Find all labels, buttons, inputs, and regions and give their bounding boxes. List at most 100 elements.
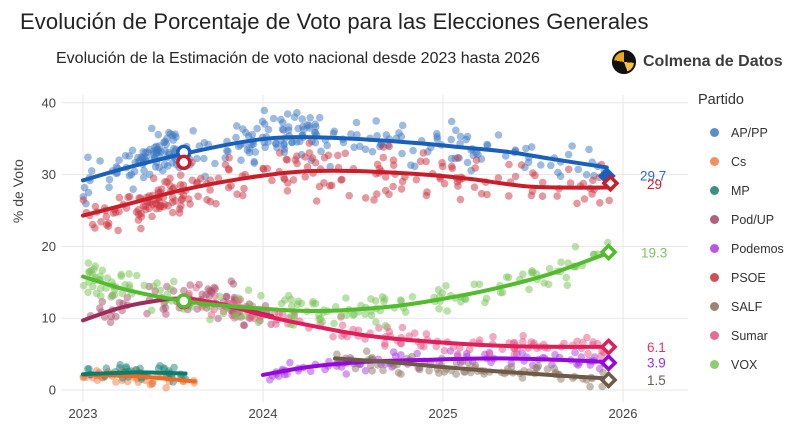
poll-point-AP/PP[interactable] <box>350 143 358 152</box>
poll-point-PSOE[interactable] <box>225 154 233 162</box>
poll-point-PSOE[interactable] <box>456 195 465 204</box>
poll-point-Pod/UP[interactable] <box>198 290 206 299</box>
poll-point-AP/PP[interactable] <box>311 120 320 128</box>
poll-point-VOX[interactable] <box>206 315 214 324</box>
poll-point-VOX[interactable] <box>257 291 265 300</box>
poll-point-AP/PP[interactable] <box>522 144 530 153</box>
trend-line-MP[interactable] <box>81 370 188 377</box>
poll-point-VOX[interactable] <box>381 321 390 330</box>
poll-point-Sumar[interactable] <box>192 283 200 292</box>
poll-point-VOX[interactable] <box>216 292 224 301</box>
poll-point-VOX[interactable] <box>502 273 511 281</box>
poll-point-VOX[interactable] <box>287 302 296 310</box>
poll-point-VOX[interactable] <box>498 288 507 297</box>
poll-point-PSOE[interactable] <box>176 171 185 179</box>
poll-point-SALF[interactable] <box>543 365 552 374</box>
poll-point-PSOE[interactable] <box>115 193 124 202</box>
poll-point-AP/PP[interactable] <box>168 159 176 167</box>
poll-point-VOX[interactable] <box>475 280 484 289</box>
poll-point-VOX[interactable] <box>525 285 533 294</box>
legend-item-cs[interactable]: Cs <box>698 147 803 176</box>
poll-point-PSOE[interactable] <box>389 161 398 169</box>
poll-point-PSOE[interactable] <box>175 209 184 217</box>
poll-point-AP/PP[interactable] <box>326 162 335 171</box>
poll-point-PSOE[interactable] <box>203 196 211 204</box>
poll-point-VOX[interactable] <box>318 318 327 326</box>
poll-point-VOX[interactable] <box>442 282 450 290</box>
election-marker-PSOE[interactable] <box>176 154 192 171</box>
poll-point-AP/PP[interactable] <box>373 132 381 140</box>
poll-point-AP/PP[interactable] <box>456 132 465 141</box>
poll-point-PSOE[interactable] <box>385 190 393 199</box>
poll-point-PSOE[interactable] <box>422 157 430 166</box>
poll-point-AP/PP[interactable] <box>547 161 555 170</box>
poll-point-VOX[interactable] <box>133 271 141 280</box>
poll-point-Pod/UP[interactable] <box>106 318 115 327</box>
poll-point-VOX[interactable] <box>401 308 410 316</box>
poll-point-PSOE[interactable] <box>239 191 247 200</box>
poll-point-VOX[interactable] <box>290 313 299 322</box>
poll-point-VOX[interactable] <box>367 311 376 320</box>
poll-point-VOX[interactable] <box>96 292 105 300</box>
poll-point-AP/PP[interactable] <box>501 152 510 160</box>
poll-point-PSOE[interactable] <box>320 179 328 187</box>
poll-point-VOX[interactable] <box>98 266 107 275</box>
poll-point-AP/PP[interactable] <box>224 147 232 156</box>
poll-point-Pod/UP[interactable] <box>96 304 104 313</box>
poll-point-Podemos[interactable] <box>266 376 274 384</box>
poll-point-PSOE[interactable] <box>194 192 202 201</box>
poll-point-AP/PP[interactable] <box>306 114 315 122</box>
poll-point-VOX[interactable] <box>96 272 104 281</box>
latest-marker-PSOE[interactable] <box>601 174 620 193</box>
poll-point-AP/PP[interactable] <box>585 145 593 154</box>
poll-point-Sumar[interactable] <box>338 321 347 330</box>
poll-point-PSOE[interactable] <box>79 196 88 204</box>
poll-point-AP/PP[interactable] <box>298 115 307 123</box>
poll-point-PSOE[interactable] <box>168 208 177 217</box>
poll-point-PSOE[interactable] <box>179 181 188 189</box>
poll-point-AP/PP[interactable] <box>232 133 240 142</box>
poll-point-AP/PP[interactable] <box>527 143 536 151</box>
poll-point-Sumar[interactable] <box>489 333 497 341</box>
poll-point-AP/PP[interactable] <box>323 141 332 150</box>
poll-point-AP/PP[interactable] <box>149 147 158 156</box>
poll-point-AP/PP[interactable] <box>260 106 269 115</box>
poll-point-PSOE[interactable] <box>494 174 503 182</box>
poll-point-AP/PP[interactable] <box>409 146 417 155</box>
poll-point-AP/PP[interactable] <box>279 119 287 127</box>
poll-point-Sumar[interactable] <box>583 333 591 342</box>
poll-point-Podemos[interactable] <box>306 367 315 376</box>
poll-point-PSOE[interactable] <box>527 191 536 200</box>
legend-item-psoe[interactable]: PSOE <box>698 263 803 292</box>
poll-point-Podemos[interactable] <box>389 348 398 356</box>
poll-point-AP/PP[interactable] <box>356 142 364 151</box>
poll-point-PSOE[interactable] <box>345 191 354 200</box>
trend-line-Podemos[interactable] <box>261 356 611 377</box>
poll-point-PSOE[interactable] <box>379 143 388 151</box>
poll-point-Podemos[interactable] <box>571 348 579 357</box>
poll-point-SALF[interactable] <box>598 382 606 391</box>
poll-point-PSOE[interactable] <box>275 149 284 157</box>
poll-point-VOX[interactable] <box>140 281 148 290</box>
poll-point-SALF[interactable] <box>550 364 558 373</box>
poll-point-AP/PP[interactable] <box>251 148 260 156</box>
poll-point-VOX[interactable] <box>219 309 228 318</box>
poll-point-VOX[interactable] <box>545 264 554 273</box>
poll-point-PSOE[interactable] <box>511 172 520 181</box>
poll-point-AP/PP[interactable] <box>96 157 104 165</box>
poll-point-Sumar[interactable] <box>465 345 474 354</box>
poll-point-Sumar[interactable] <box>272 320 280 328</box>
poll-point-VOX[interactable] <box>408 293 417 301</box>
poll-point-AP/PP[interactable] <box>299 122 307 131</box>
poll-point-VOX[interactable] <box>107 293 115 301</box>
poll-point-VOX[interactable] <box>235 294 243 303</box>
poll-point-PSOE[interactable] <box>268 176 276 185</box>
poll-point-Sumar[interactable] <box>510 350 518 359</box>
poll-point-PSOE[interactable] <box>145 204 153 212</box>
poll-point-AP/PP[interactable] <box>447 135 456 144</box>
poll-point-VOX[interactable] <box>284 291 293 300</box>
poll-point-Pod/UP[interactable] <box>240 321 249 330</box>
trend-line-AP/PP[interactable] <box>81 135 609 183</box>
poll-point-PSOE[interactable] <box>214 174 223 183</box>
poll-point-Sumar[interactable] <box>584 349 592 358</box>
